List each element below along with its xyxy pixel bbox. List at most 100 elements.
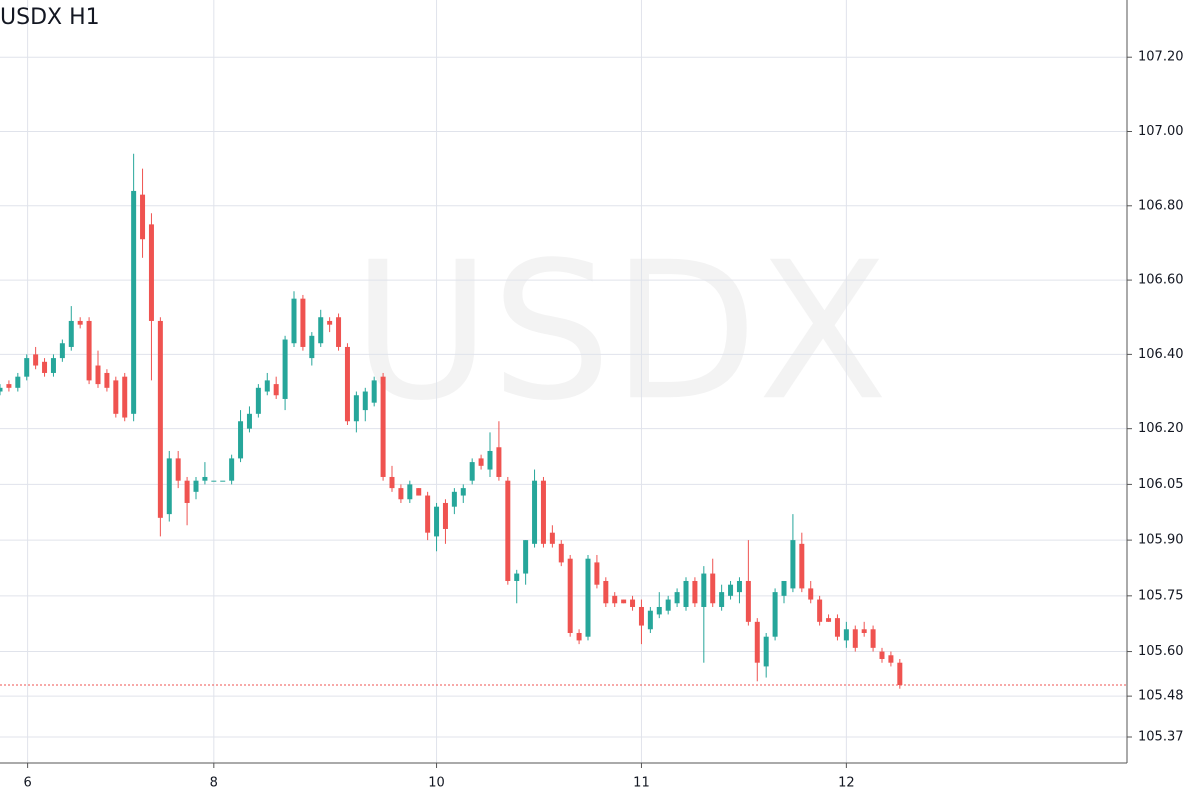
candle-body bbox=[166, 458, 172, 515]
candle-body bbox=[523, 540, 529, 574]
candle-body bbox=[665, 599, 671, 611]
candle-body bbox=[514, 573, 520, 581]
y-tick-label: 106.40 bbox=[1138, 347, 1184, 362]
y-tick-label: 105.37 bbox=[1138, 729, 1184, 744]
candle-body bbox=[754, 621, 760, 663]
candle-body bbox=[300, 298, 306, 347]
candle-body bbox=[193, 480, 199, 492]
candle-body bbox=[728, 584, 734, 596]
candle-body bbox=[59, 343, 65, 359]
candle-body bbox=[246, 413, 252, 429]
candle-body bbox=[808, 588, 814, 600]
candle-body bbox=[122, 376, 128, 418]
candle-body bbox=[148, 224, 154, 321]
candle-body bbox=[888, 655, 894, 663]
x-tick-label: 6 bbox=[23, 776, 31, 791]
candle-body bbox=[683, 580, 689, 607]
candle-body bbox=[104, 372, 110, 388]
candle-body bbox=[736, 580, 742, 593]
candle-body bbox=[33, 354, 39, 366]
candle-body bbox=[843, 629, 849, 641]
candle-body bbox=[532, 480, 538, 544]
candle-body bbox=[318, 317, 324, 344]
y-tick-label: 106.60 bbox=[1138, 273, 1184, 288]
candle-body bbox=[371, 380, 377, 403]
x-tick-label: 12 bbox=[838, 776, 855, 791]
candle-body bbox=[113, 380, 119, 414]
candle-body bbox=[442, 502, 448, 529]
y-tick-label: 105.75 bbox=[1138, 588, 1184, 603]
candle-body bbox=[362, 391, 368, 411]
candle-body bbox=[861, 629, 867, 633]
candle-body bbox=[50, 358, 56, 373]
candle-body bbox=[701, 573, 707, 607]
y-tick-label: 106.20 bbox=[1138, 421, 1184, 436]
candle-body bbox=[434, 506, 440, 537]
y-tick-label: 105.90 bbox=[1138, 533, 1184, 548]
candle-body bbox=[184, 480, 190, 503]
candle-body bbox=[86, 320, 92, 381]
candle-body bbox=[897, 662, 903, 685]
candle-body bbox=[220, 480, 226, 482]
candle-body bbox=[505, 480, 511, 581]
x-tick-label: 10 bbox=[428, 776, 445, 791]
y-tick-label: 105.60 bbox=[1138, 644, 1184, 659]
candle-body bbox=[647, 610, 653, 630]
candle-body bbox=[255, 387, 261, 414]
candle-body bbox=[487, 450, 493, 470]
candle-body bbox=[612, 595, 618, 604]
candle-body bbox=[140, 194, 146, 240]
candle-body bbox=[24, 358, 30, 377]
candle-body bbox=[291, 298, 297, 344]
candle-body bbox=[540, 480, 546, 544]
candle-body bbox=[15, 376, 21, 388]
candle-body bbox=[42, 361, 48, 373]
y-tick-label: 106.05 bbox=[1138, 477, 1184, 492]
candle-body bbox=[380, 376, 386, 477]
candle-body bbox=[692, 580, 698, 604]
candle-body bbox=[131, 190, 137, 414]
candle-body bbox=[817, 599, 823, 622]
candle-body bbox=[763, 636, 769, 667]
candle-body bbox=[238, 421, 244, 459]
candle-body bbox=[772, 592, 778, 637]
candle-body bbox=[282, 339, 288, 399]
candle-body bbox=[336, 317, 342, 347]
candle-body bbox=[407, 484, 413, 500]
candle-body bbox=[202, 476, 208, 481]
x-tick-label: 11 bbox=[633, 776, 650, 791]
candle-body bbox=[656, 606, 662, 615]
candle-body bbox=[0, 387, 3, 392]
candle-body bbox=[710, 573, 716, 604]
candle-body bbox=[353, 395, 359, 422]
y-tick-label: 107.00 bbox=[1138, 124, 1184, 139]
candle-body bbox=[496, 447, 502, 477]
candle-body bbox=[567, 558, 573, 633]
candle-body bbox=[264, 380, 270, 392]
candle-body bbox=[674, 592, 680, 604]
y-tick-label: 106.80 bbox=[1138, 198, 1184, 213]
candle-body bbox=[826, 618, 832, 622]
candle-body bbox=[460, 488, 466, 496]
candle-body bbox=[469, 462, 475, 481]
candle-body bbox=[781, 580, 787, 596]
candle-body bbox=[870, 629, 876, 648]
candle-body bbox=[309, 335, 315, 359]
candle-body bbox=[576, 632, 582, 641]
candle-body bbox=[834, 618, 840, 637]
candle-body bbox=[478, 458, 484, 466]
candle-body bbox=[799, 543, 805, 589]
candle-body bbox=[594, 562, 600, 585]
candle-body bbox=[6, 384, 12, 388]
candle-body bbox=[879, 651, 885, 659]
watermark: USDX bbox=[352, 221, 888, 442]
x-tick-label: 8 bbox=[210, 776, 218, 791]
y-tick-label: 105.48 bbox=[1138, 689, 1184, 704]
candle-body bbox=[157, 320, 163, 518]
candle-body bbox=[95, 365, 101, 385]
candle-body bbox=[327, 320, 333, 325]
candle-body bbox=[745, 580, 751, 622]
candle-body bbox=[790, 540, 796, 589]
